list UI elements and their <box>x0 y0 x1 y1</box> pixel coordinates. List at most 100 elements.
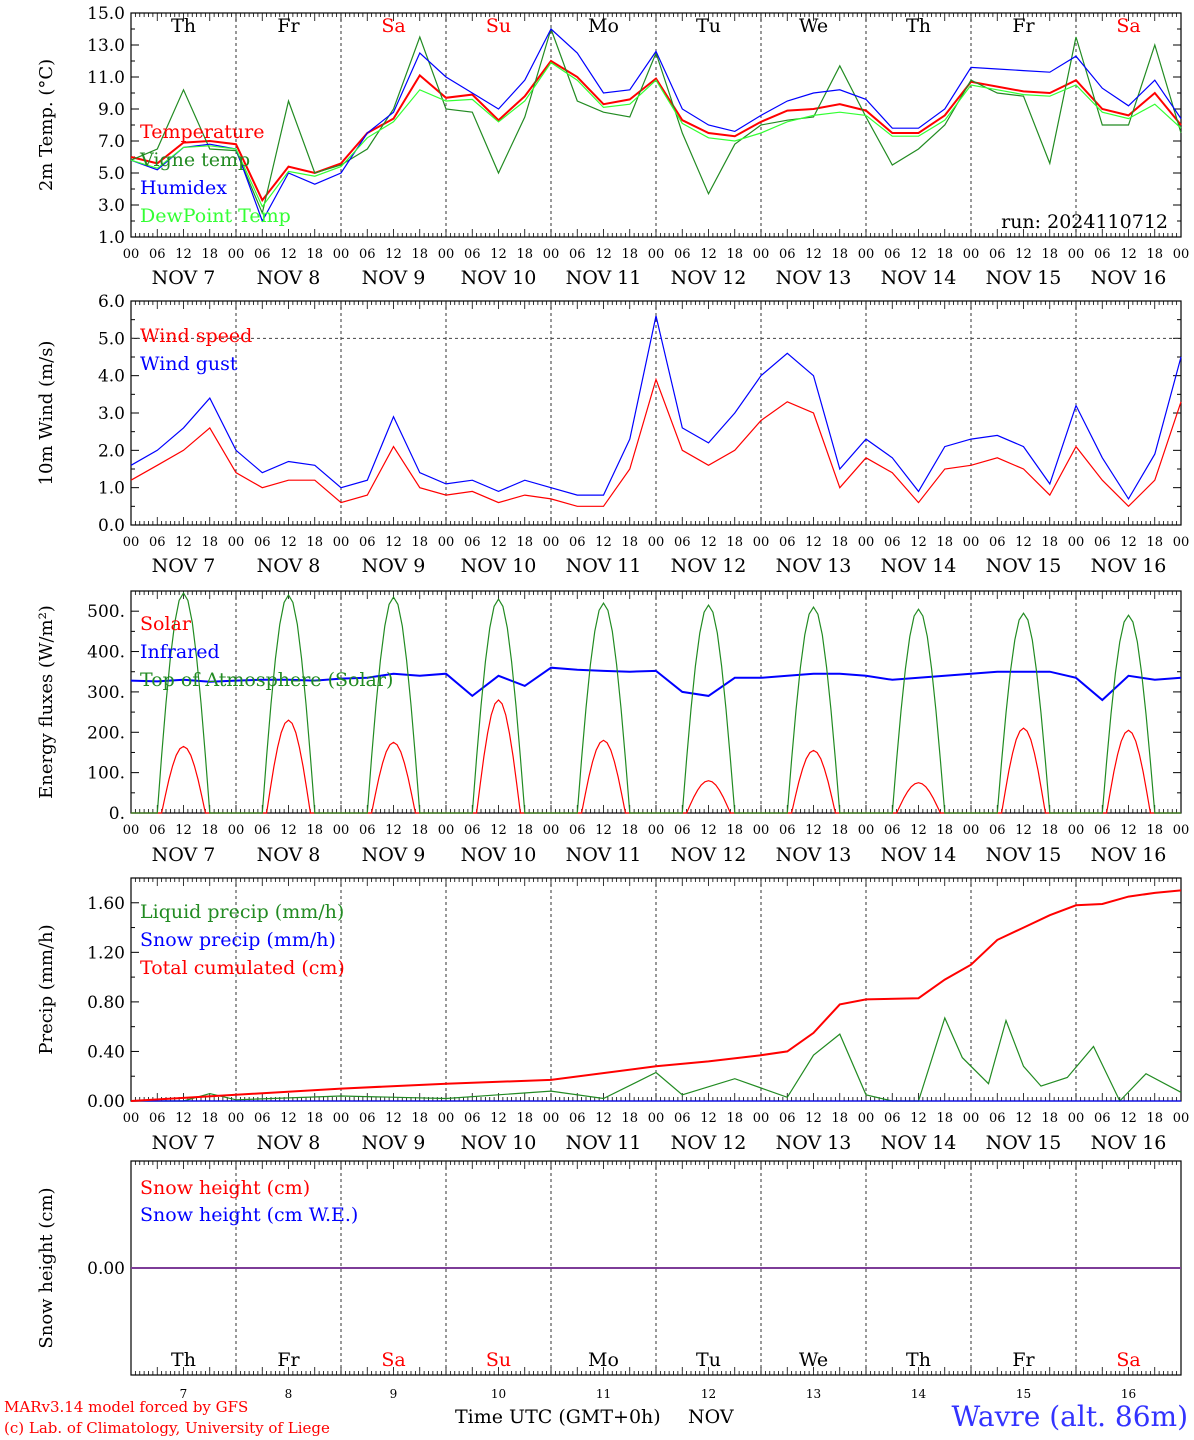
weekday-label: Fr <box>277 15 300 37</box>
hour-tick-label: 12 <box>490 823 507 838</box>
y-axis-label: 2m Temp. (°C) <box>36 59 57 191</box>
date-label: NOV 12 <box>671 267 747 289</box>
hour-tick-label: 06 <box>569 823 586 838</box>
hour-tick-label: 12 <box>490 535 507 550</box>
hour-tick-label: 06 <box>989 1111 1006 1126</box>
hour-tick-label: 12 <box>280 823 297 838</box>
hour-tick-label: 18 <box>936 1111 953 1126</box>
hour-tick-label: 06 <box>674 823 691 838</box>
hour-tick-label: 00 <box>648 1111 665 1126</box>
legend-humidex: Humidex <box>140 177 227 199</box>
hour-tick-label: 18 <box>936 535 953 550</box>
hour-tick-label: 18 <box>726 1111 743 1126</box>
panel-frame <box>130 300 1182 526</box>
day-number-label: 15 <box>1016 1387 1031 1401</box>
y-tick-label: 0.0 <box>98 516 125 536</box>
date-label: NOV 7 <box>152 844 216 866</box>
y-tick-label: 5.0 <box>98 329 125 349</box>
hour-tick-label: 18 <box>516 823 533 838</box>
hour-tick-label: 06 <box>674 535 691 550</box>
hour-tick-label: 06 <box>989 535 1006 550</box>
weekday-label: Fr <box>1012 1349 1035 1371</box>
hour-tick-label: 18 <box>516 1111 533 1126</box>
hour-tick-label: 06 <box>149 823 166 838</box>
station-title: Wavre (alt. 86m) <box>951 1400 1188 1433</box>
hour-tick-label: 12 <box>490 247 507 262</box>
hour-tick-label: 06 <box>254 247 271 262</box>
hour-tick-label: 18 <box>516 247 533 262</box>
hour-tick-label: 18 <box>726 247 743 262</box>
run-annotation: run: 2024110712 <box>1001 211 1168 233</box>
hour-tick-label: 00 <box>1068 247 1085 262</box>
model-credit: MARv3.14 model forced by GFS <box>4 1398 249 1416</box>
hour-tick-label: 06 <box>1094 247 1111 262</box>
hour-tick-label: 12 <box>385 1111 402 1126</box>
hour-tick-label: 06 <box>359 823 376 838</box>
hour-tick-label: 18 <box>831 1111 848 1126</box>
hour-tick-label: 18 <box>201 535 218 550</box>
date-label: NOV 10 <box>461 555 537 577</box>
weekday-label: Fr <box>1012 15 1035 37</box>
date-label: NOV 16 <box>1091 1132 1167 1154</box>
hour-tick-label: 12 <box>280 535 297 550</box>
weekday-label: Su <box>486 1349 511 1371</box>
hour-tick-label: 12 <box>385 823 402 838</box>
hour-tick-label: 00 <box>228 247 245 262</box>
y-tick-label: 15.0 <box>87 4 125 24</box>
date-label: NOV 13 <box>776 555 852 577</box>
series-line-top-of-atmosphere-solar <box>131 591 1181 814</box>
hour-tick-label: 18 <box>1146 1111 1163 1126</box>
day-number-label: 13 <box>806 1387 821 1401</box>
hour-tick-label: 00 <box>753 823 770 838</box>
hour-tick-label: 00 <box>1173 823 1190 838</box>
hour-tick-label: 12 <box>1120 535 1137 550</box>
hour-tick-label: 06 <box>359 535 376 550</box>
y-tick-label: 0. <box>109 804 125 824</box>
date-label: NOV 12 <box>671 555 747 577</box>
hour-tick-label: 12 <box>385 247 402 262</box>
day-number-label: 9 <box>390 1387 398 1401</box>
lab-credit: (c) Lab. of Climatology, University of L… <box>4 1419 330 1437</box>
weekday-label: Th <box>906 1349 931 1371</box>
hour-tick-label: 12 <box>1120 1111 1137 1126</box>
hour-tick-label: 00 <box>123 247 140 262</box>
series-line-wind-speed <box>130 377 1182 508</box>
weekday-label: Mo <box>588 1349 619 1371</box>
hour-tick-label: 18 <box>1146 535 1163 550</box>
hour-tick-label: 18 <box>411 1111 428 1126</box>
date-label: NOV 9 <box>362 1132 426 1154</box>
hour-tick-label: 06 <box>1094 1111 1111 1126</box>
hour-tick-label: 00 <box>228 1111 245 1126</box>
hour-tick-label: 18 <box>306 823 323 838</box>
hour-tick-label: 06 <box>149 1111 166 1126</box>
hour-tick-label: 00 <box>963 247 980 262</box>
hour-tick-label: 12 <box>805 1111 822 1126</box>
hour-tick-label: 00 <box>648 247 665 262</box>
hour-tick-label: 06 <box>779 247 796 262</box>
legend-wind-gust: Wind gust <box>140 353 238 375</box>
hour-tick-label: 00 <box>333 247 350 262</box>
hour-tick-label: 12 <box>700 1111 717 1126</box>
y-tick-label: 0.80 <box>87 993 125 1013</box>
hour-tick-label: 12 <box>700 823 717 838</box>
y-tick-label: 400. <box>87 643 125 663</box>
hour-tick-label: 12 <box>280 1111 297 1126</box>
hour-tick-label: 06 <box>464 247 481 262</box>
date-label: NOV 7 <box>152 555 216 577</box>
hour-tick-label: 00 <box>753 1111 770 1126</box>
hour-tick-label: 18 <box>621 535 638 550</box>
hour-tick-label: 00 <box>543 1111 560 1126</box>
series-line-humidex <box>130 28 1182 223</box>
y-axis-label: Snow height (cm) <box>36 1187 57 1348</box>
hour-tick-label: 18 <box>306 247 323 262</box>
hour-tick-label: 06 <box>359 247 376 262</box>
date-label: NOV 14 <box>881 1132 957 1154</box>
hour-tick-label: 06 <box>674 247 691 262</box>
hour-tick-label: 06 <box>779 1111 796 1126</box>
y-tick-label: 9.0 <box>98 100 125 120</box>
weekday-label: Sa <box>1116 15 1140 37</box>
hour-tick-label: 06 <box>464 535 481 550</box>
hour-tick-label: 00 <box>858 1111 875 1126</box>
hour-tick-label: 06 <box>569 535 586 550</box>
